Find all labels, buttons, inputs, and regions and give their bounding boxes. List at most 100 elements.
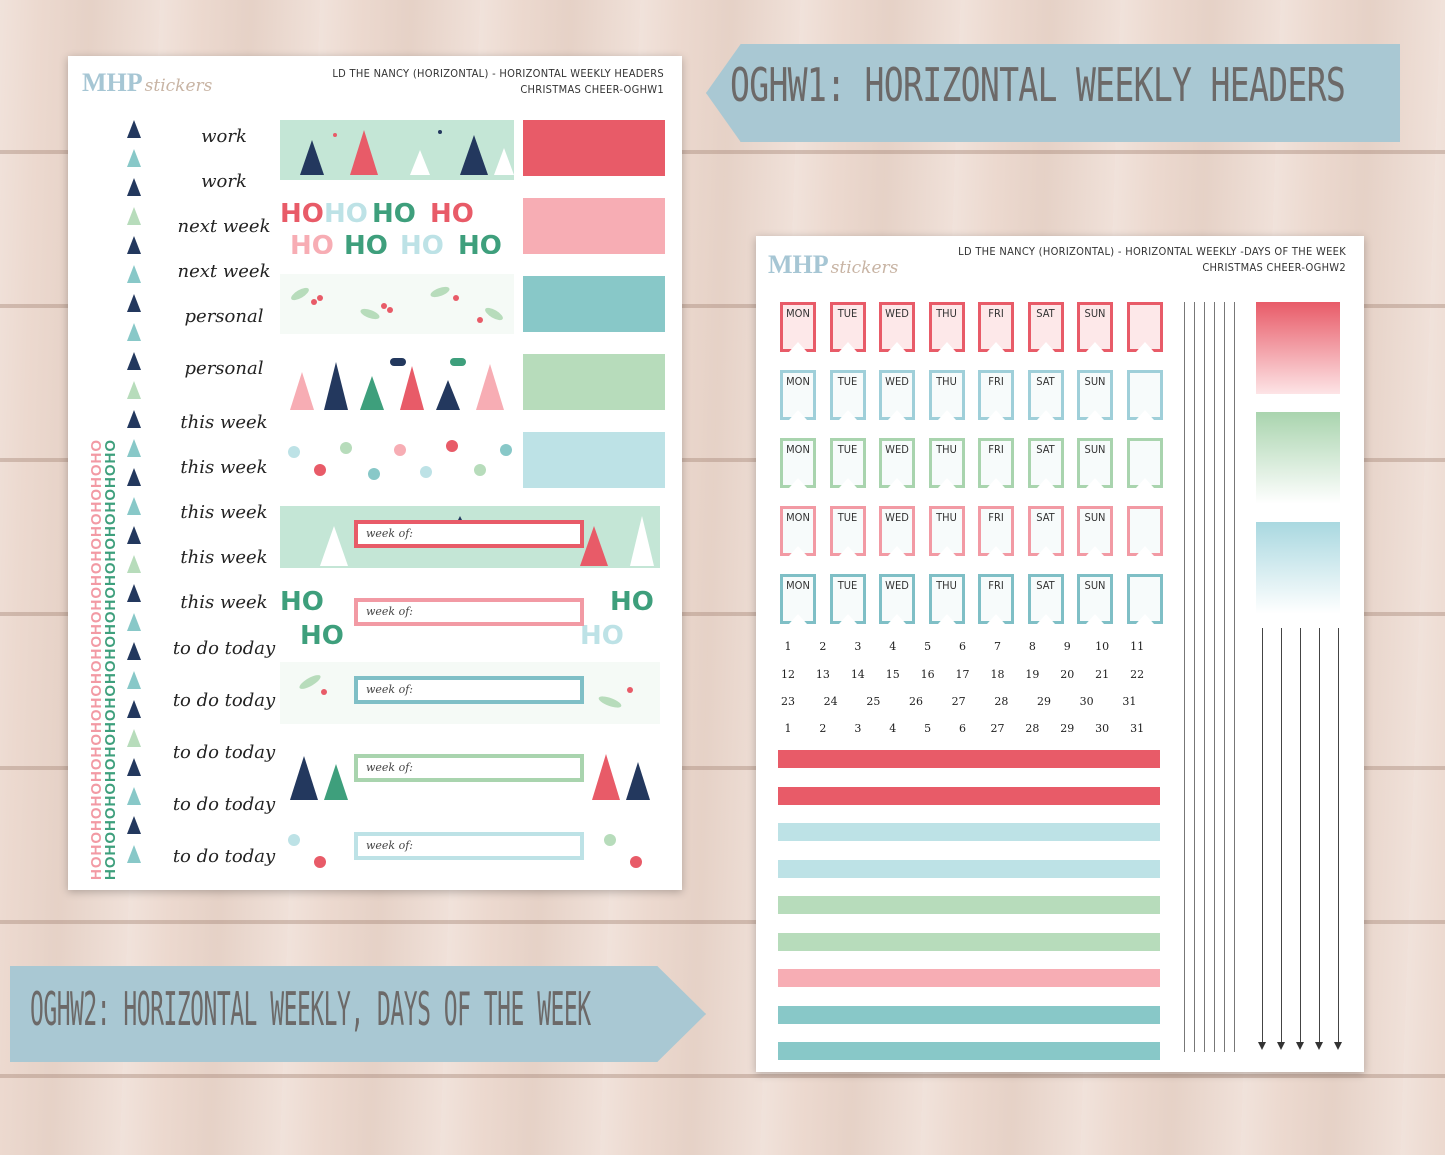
- day-label: SUN: [1084, 443, 1106, 456]
- date-number: 28: [994, 695, 1009, 708]
- sheet2-logo: MHP stickers: [768, 250, 899, 279]
- arrow-down-icon: [1315, 1042, 1323, 1050]
- bottom-banner: [10, 966, 706, 1062]
- gradient-swatch: [1256, 522, 1340, 614]
- date-number: 19: [1025, 668, 1040, 681]
- day-flag: [1126, 506, 1163, 556]
- divider-line: [1234, 302, 1235, 1052]
- date-number: 17: [955, 668, 970, 681]
- tree-pattern-icon: [300, 130, 514, 175]
- top-banner-label: OGHW1: HORIZONTAL WEEKLY HEADERS: [730, 58, 1346, 112]
- day-label: MON: [786, 443, 810, 456]
- date-number: 24: [823, 695, 838, 708]
- sheet1-title: LD THE NANCY (HORIZONTAL) - HORIZONTAL W…: [332, 67, 664, 96]
- tree-icon: [127, 178, 141, 196]
- date-number: 4: [889, 640, 897, 653]
- date-number: 27: [990, 722, 1005, 735]
- day-label: SUN: [1084, 307, 1106, 320]
- tree-icon: [127, 729, 141, 747]
- header-word: personal: [184, 358, 264, 379]
- tree-icon: [127, 352, 141, 370]
- svg-text:HO: HO: [610, 587, 654, 617]
- color-bar: [778, 1005, 1160, 1024]
- week-header-dots: week of:: [280, 818, 660, 880]
- day-label: SUN: [1084, 579, 1106, 592]
- date-number: 30: [1095, 722, 1110, 735]
- day-label: FRI: [988, 443, 1004, 456]
- tree-icon: [127, 671, 141, 689]
- day-label: THU: [936, 375, 957, 388]
- tree-icon: [127, 642, 141, 660]
- day-label: SUN: [1084, 511, 1106, 524]
- pattern-holly: [280, 274, 514, 334]
- sticker-sheet-weekly-headers: MHP stickers LD THE NANCY (HORIZONTAL) - …: [68, 56, 682, 890]
- color-bar: [778, 896, 1160, 914]
- svg-text:HO: HO: [458, 231, 502, 254]
- tree-icon: [127, 120, 141, 138]
- date-number: 29: [1060, 722, 1075, 735]
- header-word: to do today: [172, 638, 276, 659]
- day-label: SAT: [1036, 511, 1055, 524]
- sheet1-logo: MHP stickers: [82, 68, 213, 97]
- dots-pattern-icon: [288, 834, 642, 868]
- day-flag: SAT: [1027, 370, 1064, 420]
- day-flag: [1126, 302, 1163, 352]
- day-flag: THU: [928, 574, 965, 624]
- ho-strip-green: HOHOHOHOHOHOHOHOHOHOHOHOHOHOHOHOHOHO: [102, 439, 116, 880]
- date-number: 2: [819, 640, 827, 653]
- top-banner: [706, 44, 1400, 142]
- day-flag: TUE: [829, 302, 866, 352]
- date-number: 7: [993, 640, 1001, 653]
- day-label: WED: [885, 307, 909, 320]
- header-word: to do today: [172, 846, 276, 867]
- date-number: 21: [1095, 668, 1110, 681]
- color-bar: [778, 969, 1160, 987]
- arrow-down-icon: [1258, 1042, 1266, 1050]
- tree-icon: [127, 323, 141, 341]
- day-flag: FRI: [978, 574, 1014, 624]
- divider-line: [1194, 302, 1195, 1052]
- date-number: 20: [1060, 668, 1075, 681]
- arrow-down-icon: [1277, 1042, 1285, 1050]
- day-label: MON: [786, 375, 810, 388]
- tree-icon: [127, 613, 141, 631]
- date-number: 1: [784, 640, 792, 653]
- day-flag: TUE: [829, 438, 866, 488]
- day-label: WED: [885, 511, 909, 524]
- week-of-box: week of:: [354, 598, 584, 626]
- solid-box-red: [523, 120, 665, 176]
- day-flag: MON: [780, 574, 816, 624]
- tree-icon: [127, 294, 141, 312]
- day-flag: WED: [879, 302, 915, 352]
- day-flag: [1126, 370, 1163, 420]
- date-number: 27: [951, 695, 966, 708]
- tree-strip: [125, 116, 145, 880]
- tree-icon: [127, 410, 141, 428]
- tree-icon: [127, 439, 141, 457]
- day-label: SUN: [1084, 375, 1106, 388]
- tree-icon: [127, 526, 141, 544]
- date-number: 6: [959, 640, 967, 653]
- day-flag: THU: [928, 370, 965, 420]
- day-flag: SUN: [1077, 574, 1113, 624]
- day-flag: THU: [928, 302, 965, 352]
- day-flag: FRI: [978, 438, 1014, 488]
- date-number: 23: [781, 695, 795, 708]
- day-flag: MON: [780, 370, 816, 420]
- bottom-banner-label: OGHW2: HORIZONTAL WEEKLY, DAYS OF THE WE…: [30, 982, 591, 1036]
- day-flag: SAT: [1027, 302, 1064, 352]
- svg-text:HO: HO: [344, 231, 388, 254]
- date-number: 11: [1130, 640, 1145, 653]
- date-number: 3: [854, 640, 862, 653]
- day-label: FRI: [988, 307, 1004, 320]
- day-label: FRI: [988, 579, 1004, 592]
- day-label: TUE: [837, 375, 858, 388]
- arrow-down-icon: [1334, 1042, 1342, 1050]
- holly-pattern-icon: [291, 286, 503, 323]
- svg-text:HO: HO: [300, 621, 344, 646]
- week-of-box: week of:: [354, 676, 584, 704]
- arrow-line: [1262, 628, 1263, 1046]
- arrow-line: [1319, 628, 1320, 1046]
- week-header-holly: week of:: [280, 662, 660, 724]
- header-word: next week: [177, 216, 271, 237]
